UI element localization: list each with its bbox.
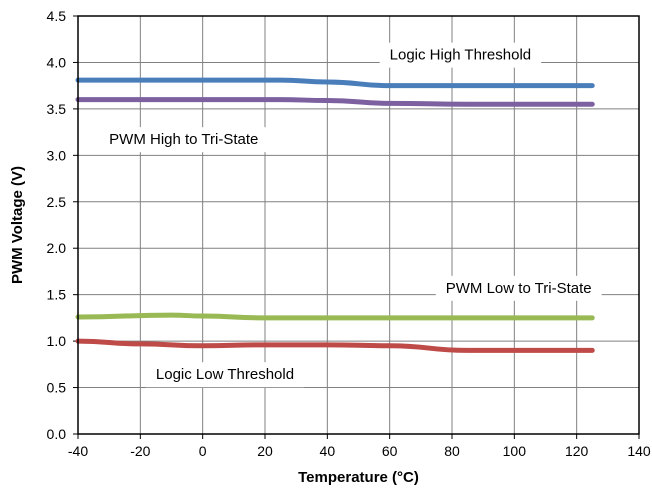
annotations: Logic High Threshold PWM High to Tri-Stat… (99, 42, 602, 388)
y-tick-label: 4.5 (47, 8, 67, 24)
annotation-background (379, 42, 542, 68)
series-group (75, 77, 595, 353)
annotation-label: PWM Low to Tri-State (435, 275, 602, 301)
tick-labels: -40 -20 0 20 40 60 80 100 120 140 0.0 0.5 1.0 1.5 2.0 2… (47, 8, 651, 459)
y-tick-label: 0.5 (47, 380, 67, 396)
x-tick-label: 40 (320, 443, 336, 459)
annotation-label: Logic Low Threshold (145, 362, 305, 388)
annotation-label: PWM High to Tri-State (99, 127, 269, 153)
annotation-text: Logic High Threshold (390, 47, 531, 64)
y-tick-label: 0.0 (47, 426, 67, 442)
annotation-text: Logic Low Threshold (156, 366, 294, 383)
x-tick-label: 140 (627, 443, 651, 459)
x-axis-title: Temperature (°C) (298, 469, 419, 486)
y-tick-label: 2.5 (47, 194, 67, 210)
x-tick-label: -20 (130, 443, 150, 459)
y-tick-label: 1.5 (47, 287, 67, 303)
annotation-text: PWM Low to Tri-State (446, 280, 592, 297)
y-tick-label: 4.0 (47, 54, 67, 70)
annotation-background (99, 127, 269, 153)
annotation-background (145, 362, 305, 388)
x-tick-label: 120 (565, 443, 589, 459)
y-tick-label: 2.0 (47, 240, 67, 256)
y-tick-label: 1.0 (47, 333, 67, 349)
x-tick-label: -40 (68, 443, 88, 459)
x-tick-label: 60 (382, 443, 398, 459)
x-tick-label: 100 (503, 443, 527, 459)
series-line-pwm-low-to-tri-state (75, 312, 595, 321)
series-line-pwm-high-to-tri-state (75, 97, 595, 107)
annotation-label: Logic High Threshold (379, 42, 542, 68)
annotation-text: PWM High to Tri-State (109, 131, 258, 148)
x-tick-label: 80 (444, 443, 460, 459)
annotation-background (435, 275, 602, 301)
plot-frame (77, 15, 640, 435)
y-axis-title: PWM Voltage (V) (9, 166, 26, 284)
y-tick-label: 3.0 (47, 147, 67, 163)
x-tick-label: 0 (199, 443, 207, 459)
x-tick-label: 20 (257, 443, 273, 459)
series-line-logic-high-threshold (75, 77, 595, 89)
series-line-logic-low-threshold (75, 338, 595, 353)
y-tick-label: 3.5 (47, 101, 67, 117)
